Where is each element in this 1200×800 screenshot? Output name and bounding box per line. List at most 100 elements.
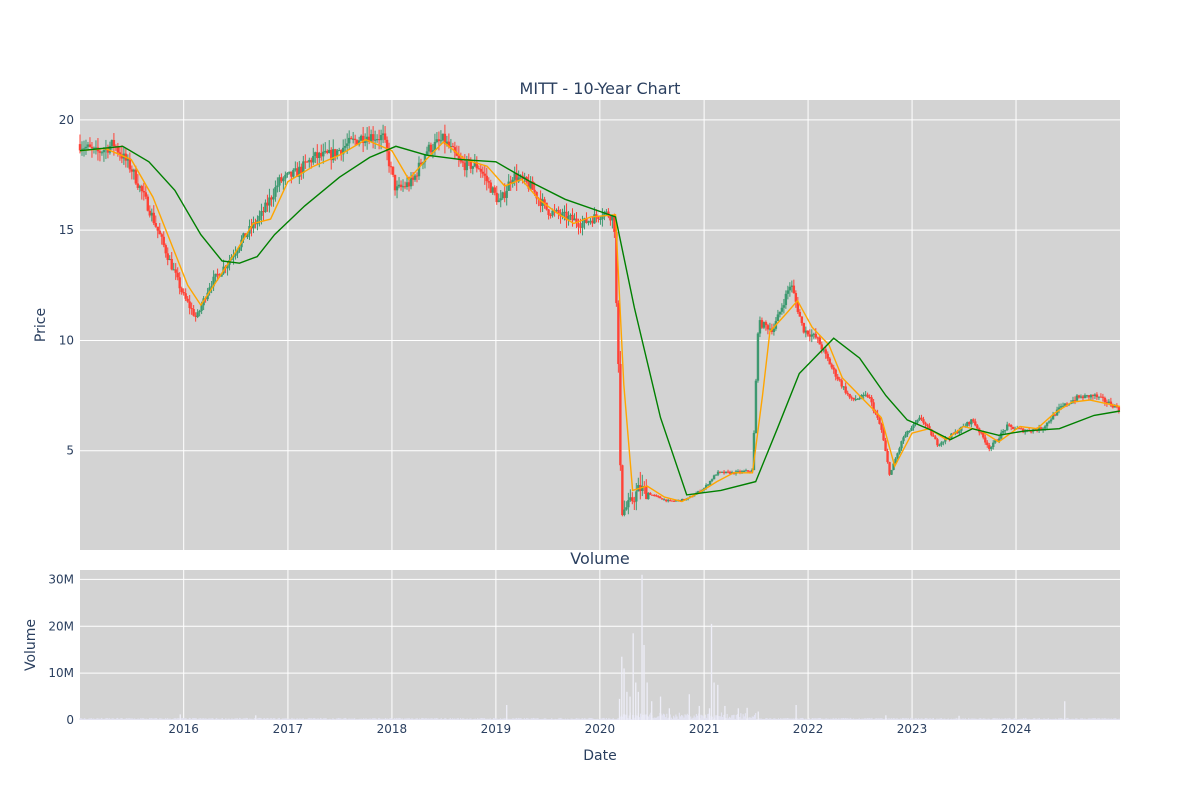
candle-body (471, 166, 475, 169)
candle-body (182, 292, 185, 294)
candle-body (631, 497, 634, 502)
candle-body (880, 423, 883, 430)
candle-body (517, 177, 520, 182)
candle-body (1029, 431, 1033, 433)
candle-body (236, 250, 239, 254)
candle-body (216, 273, 219, 275)
candle-body (575, 218, 578, 224)
candle-body (361, 135, 365, 143)
candle-body (934, 436, 937, 440)
candle-body (463, 162, 467, 171)
candle-body (102, 150, 106, 153)
candle-body (515, 173, 518, 182)
candle-body (932, 435, 935, 437)
candle-body (884, 440, 887, 451)
candle-body (433, 141, 437, 151)
candle-body (1053, 414, 1057, 416)
candle-body (645, 486, 648, 500)
candle-body (324, 150, 327, 152)
candle-body (942, 441, 945, 443)
candle-body (443, 133, 447, 145)
candle-body (1005, 424, 1009, 431)
candle-body (1004, 430, 1007, 432)
candle-body (800, 316, 804, 323)
candle-body (878, 417, 881, 424)
candle-body (990, 446, 993, 449)
candle-body (264, 202, 267, 213)
candle-body (172, 269, 175, 271)
candle-body (140, 186, 144, 192)
price-y-tick-label: 5 (66, 444, 74, 458)
x-tick-label: 2018 (377, 722, 408, 736)
candle-body (429, 144, 433, 153)
candle-body (567, 216, 570, 221)
candle-body (1017, 428, 1021, 430)
volume-y-ticks: 0 10M 20M 30M (48, 572, 74, 727)
candle-body (744, 470, 748, 472)
candle-body (619, 364, 622, 466)
candle-body (902, 437, 905, 442)
candle-body (1111, 405, 1115, 408)
candle-body (272, 196, 275, 200)
candle-body (425, 151, 429, 155)
candle-body (591, 220, 594, 224)
candle-body (814, 333, 817, 338)
candle-body (1009, 425, 1013, 427)
candle-body (641, 486, 644, 492)
candle-body (986, 442, 989, 446)
candle-body (547, 209, 550, 216)
candle-body (326, 150, 329, 153)
candle-body (539, 198, 542, 206)
candle-body (226, 264, 229, 269)
candle-body (768, 328, 772, 330)
candle-body (485, 175, 488, 182)
candle-body (906, 430, 909, 435)
candle-body (804, 330, 808, 333)
x-tick-label: 2016 (168, 722, 199, 736)
candle-body (988, 445, 991, 449)
candle-body (367, 136, 371, 142)
candle-body (371, 134, 375, 141)
candle-body (451, 146, 455, 148)
candle-body (704, 485, 708, 489)
volume-y-tick-label: 0 (66, 713, 74, 727)
candle-body (128, 158, 132, 170)
candle-body (595, 214, 598, 217)
candle-body (212, 276, 215, 287)
candle-body (164, 245, 167, 254)
candle-body (828, 358, 831, 365)
candle-body (336, 150, 339, 157)
candle-body (439, 140, 443, 142)
candle-body (288, 171, 291, 174)
candle-body (447, 141, 451, 147)
candle-body (627, 500, 630, 508)
candle-body (708, 480, 712, 485)
x-tick-label: 2017 (273, 722, 304, 736)
price-y-tick-label: 20 (59, 113, 74, 127)
candle-body (381, 133, 385, 135)
candle-body (573, 218, 576, 221)
candle-body (375, 139, 379, 141)
x-axis-label: Date (583, 748, 616, 764)
candle-body (1051, 414, 1055, 420)
candle-body (549, 215, 552, 217)
candle-body (852, 397, 855, 400)
candle-body (399, 184, 403, 188)
volume-y-tick-label: 10M (48, 666, 74, 680)
candle-body (866, 394, 869, 398)
candle-body (653, 495, 656, 497)
candle-body (320, 152, 323, 157)
candle-body (294, 168, 297, 170)
candle-body (100, 152, 104, 154)
candle-body (601, 216, 604, 220)
candle-body (858, 398, 861, 400)
candle-body (854, 399, 857, 401)
candle-body (956, 431, 959, 434)
candle-body (754, 380, 758, 433)
candle-body (1077, 395, 1081, 398)
candle-body (872, 402, 875, 411)
candle-body (1093, 394, 1097, 397)
candle-body (589, 220, 592, 222)
candle-body (395, 186, 399, 191)
